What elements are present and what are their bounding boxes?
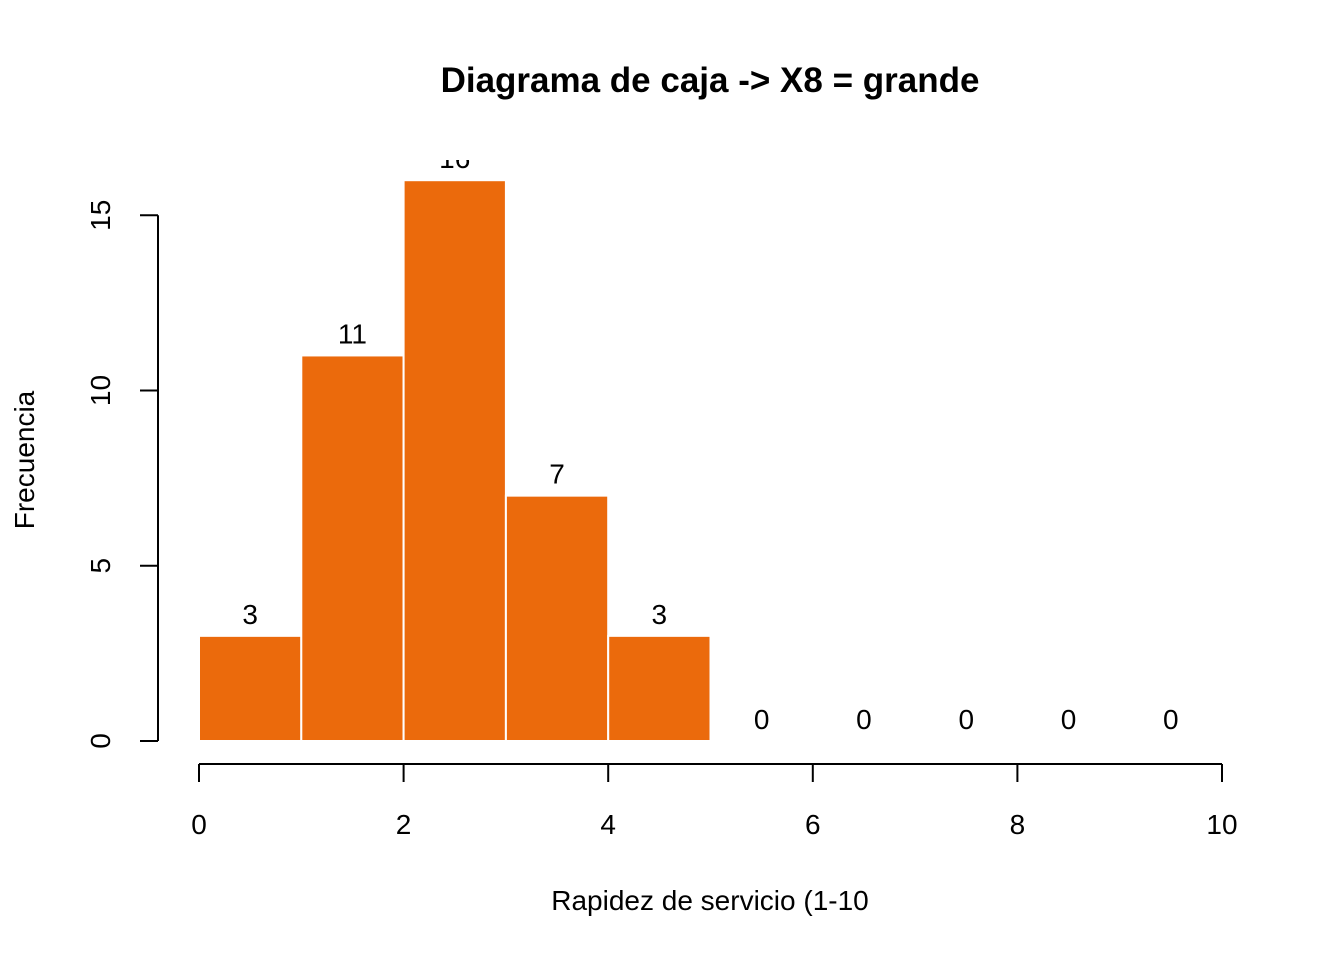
bar-count-label: 0: [1163, 704, 1179, 735]
histogram-bar: [504, 494, 610, 742]
plot-area: 3 11 16 7 3 0 0 0 0 0: [198, 143, 1179, 742]
bar-count-label: 0: [754, 704, 770, 735]
bar-count-label: 3: [242, 599, 258, 630]
x-tick-label: 0: [191, 809, 207, 840]
x-tick-label: 6: [805, 809, 821, 840]
histogram-bar: [300, 354, 405, 742]
bar-count-label: 0: [856, 704, 872, 735]
histogram-bar: [198, 634, 303, 742]
bar-count-label: 0: [1061, 704, 1077, 735]
bar-count-label: 3: [652, 599, 668, 630]
chart-title: Diagrama de caja -> X8 = grande: [441, 61, 980, 100]
x-tick-label: 10: [1206, 809, 1237, 840]
x-tick-label: 2: [396, 809, 412, 840]
bar-count-label: 0: [958, 704, 974, 735]
bar-count-label: 7: [549, 459, 565, 490]
y-tick-label: 5: [85, 558, 116, 574]
x-axis: 0 2 4 6 8 10: [191, 763, 1238, 840]
y-axis: 0 5 10 15: [85, 200, 159, 749]
x-tick-label: 4: [600, 809, 616, 840]
y-axis-label: Frecuencia: [9, 390, 40, 529]
x-axis-label: Rapidez de servicio (1-10: [551, 885, 869, 916]
y-tick-label: 10: [85, 375, 116, 406]
bar-count-label: 16: [439, 143, 470, 174]
x-tick-label: 8: [1010, 809, 1026, 840]
histogram-bar: [607, 634, 712, 742]
histogram-bar: [402, 179, 507, 742]
bar-count-label: 11: [338, 318, 367, 349]
y-tick-label: 0: [85, 733, 116, 749]
y-tick-label: 15: [85, 200, 116, 231]
